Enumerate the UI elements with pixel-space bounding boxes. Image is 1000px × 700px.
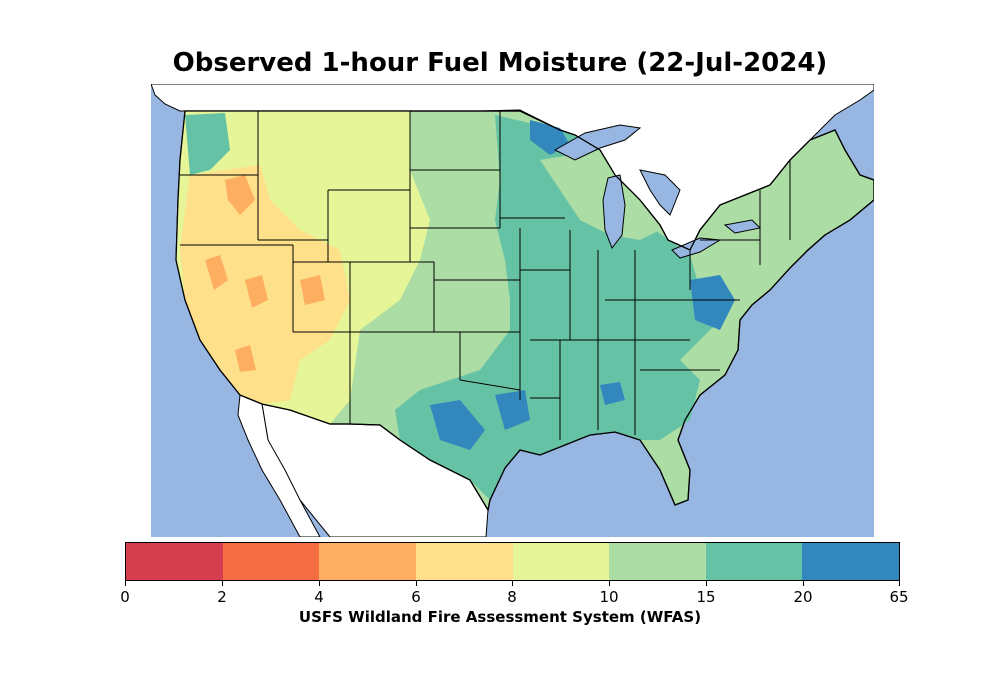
colorbar-tick-label: 2 bbox=[217, 588, 227, 606]
colorbar-title: USFS Wildland Fire Assessment System (WF… bbox=[298, 608, 702, 626]
zone-15-20-northwest bbox=[185, 113, 230, 175]
colorbar-tick-0 bbox=[125, 581, 126, 586]
fuel-moisture-map bbox=[151, 84, 874, 537]
colorbar-tick-2 bbox=[319, 581, 320, 586]
colorbar-bin-3 bbox=[415, 543, 513, 580]
colorbar-bin-7 bbox=[802, 543, 899, 580]
colorbar-bin-4 bbox=[512, 543, 610, 580]
map-title: Observed 1-hour Fuel Moisture (22-Jul-20… bbox=[172, 48, 828, 78]
zone-10-15-great-lakes bbox=[540, 150, 660, 240]
colorbar-tick-7 bbox=[803, 581, 804, 586]
colorbar-tick-label: 6 bbox=[411, 588, 421, 606]
colorbar-tick-label: 0 bbox=[120, 588, 130, 606]
colorbar-tick-label: 20 bbox=[793, 588, 813, 606]
colorbar-bin-5 bbox=[609, 543, 706, 580]
lake-huron bbox=[639, 169, 681, 216]
colorbar-tick-5 bbox=[609, 581, 610, 586]
colorbar-tick-6 bbox=[706, 581, 707, 586]
colorbar-bin-2 bbox=[319, 543, 416, 580]
colorbar-tick-4 bbox=[512, 581, 513, 586]
baja-peninsula bbox=[237, 394, 321, 537]
conus-outline bbox=[175, 110, 874, 512]
colorbar-bin-1 bbox=[222, 543, 320, 580]
colorbar-bin-0 bbox=[126, 543, 223, 580]
state-borders bbox=[180, 111, 791, 440]
colorbar-tick-label: 10 bbox=[599, 588, 619, 606]
colorbar-tick-8 bbox=[899, 581, 900, 586]
colorbar-tick-label: 15 bbox=[696, 588, 716, 606]
zone-20-65-spots bbox=[430, 120, 735, 450]
colorbar bbox=[125, 542, 900, 581]
colorbar-tick-3 bbox=[416, 581, 417, 586]
lake-superior bbox=[553, 124, 642, 161]
colorbar-bin-6 bbox=[705, 543, 803, 580]
colorbar-tick-label: 8 bbox=[507, 588, 517, 606]
colorbar-tick-1 bbox=[222, 581, 223, 586]
colorbar-tick-label: 4 bbox=[314, 588, 324, 606]
colorbar-tick-label: 65 bbox=[889, 588, 909, 606]
zone-6-8-southwest bbox=[180, 165, 350, 404]
